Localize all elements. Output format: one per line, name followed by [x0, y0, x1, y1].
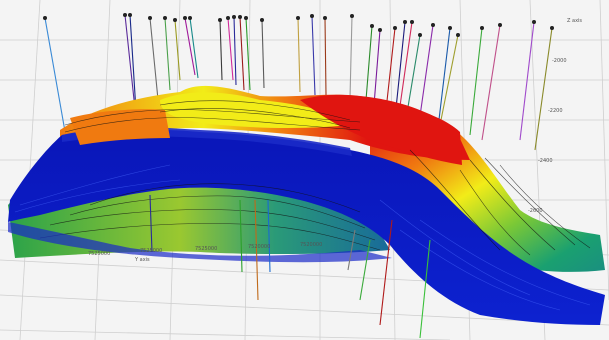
yellow-layer: [160, 92, 350, 128]
x-tick-1: 7525000: [88, 251, 110, 257]
reservoir-model: [8, 85, 605, 325]
red-layer: [300, 94, 462, 165]
well-trajectories-front: [149, 194, 431, 339]
orange-layer: [70, 109, 170, 145]
x-tick-2: 7525000: [140, 248, 162, 254]
x-tick-4: 7520000: [248, 244, 270, 250]
z-tick-3: -2400: [538, 158, 553, 164]
z-axis-label: Z axis: [567, 18, 582, 24]
blue-layer: [8, 129, 605, 325]
z-tick-4: -2600: [528, 208, 543, 214]
z-tick-2: -2200: [548, 108, 563, 114]
axis-labels: Z axis Y axis 7525000 7525000 7525000 75…: [88, 18, 582, 263]
z-tick-1: -2000: [552, 58, 567, 64]
x-tick-3: 7525000: [195, 246, 217, 252]
x-tick-5: 7520000: [300, 242, 322, 248]
well-heads: [43, 13, 554, 37]
y-axis-label: Y axis: [134, 257, 150, 263]
